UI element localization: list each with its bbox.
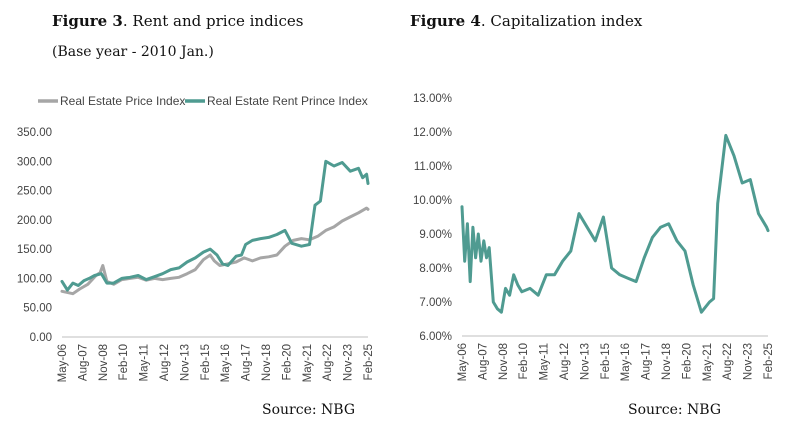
chart3-y-tick-label: 150.00 [17, 244, 52, 256]
figure-4-title: Figure 4. Capitalization index [410, 12, 642, 30]
chart3-x-tick-label: Aug-17 [241, 344, 253, 381]
figure-4-title-text: . Capitalization index [480, 12, 643, 30]
chart3-y-tick-label: 0.00 [30, 332, 52, 344]
chart4-x-tick-label: May-21 [702, 343, 714, 381]
chart3-x-tick-label: Nov-23 [343, 344, 355, 381]
chart3-y-tick-label: 200.00 [17, 215, 52, 227]
chart3-x-tick-label: Feb-25 [363, 344, 375, 380]
chart3-y-tick-label: 50.00 [23, 303, 52, 315]
chart4-x-tick-label: Nov-18 [661, 343, 673, 380]
chart3-x-tick-label: May-16 [220, 344, 232, 382]
chart4-x-tick-label: Nov-23 [743, 343, 755, 380]
figure-4-number: Figure 4 [410, 12, 481, 30]
chart4-x-tick-label: Feb-20 [681, 343, 693, 379]
figure-3-subtitle: (Base year - 2010 Jan.) [52, 44, 214, 60]
chart4-y-tick-label: 13.00% [413, 93, 452, 105]
chart3-x-tick-label: May-21 [302, 344, 314, 382]
chart4-x-tick-label: Aug-22 [722, 343, 734, 380]
chart4-x-tick-label: May-06 [457, 343, 469, 381]
figure-3-title: Figure 3. Rent and price indices [52, 12, 303, 30]
chart4-x-tick-label: Aug-17 [641, 343, 653, 380]
chart3-x-tick-label: Feb-20 [281, 344, 293, 380]
chart4-x-tick-label: Feb-10 [518, 343, 530, 379]
chart3-y-tick-label: 100.00 [17, 273, 52, 285]
chart4-x-tick-label: Nov-08 [498, 343, 510, 380]
figure-3-source: Source: NBG [262, 402, 356, 418]
chart4-y-tick-label: 9.00% [419, 229, 452, 241]
chart4-y-tick-label: 6.00% [419, 331, 452, 343]
chart3-y-tick-label: 350.00 [17, 127, 52, 139]
chart4-x-tick-label: Nov-13 [579, 343, 591, 380]
figure-4-source: Source: NBG [628, 402, 722, 418]
chart3-x-tick-label: Nov-18 [261, 344, 273, 381]
chart4-x-tick-label: Aug-12 [559, 343, 571, 380]
chart3-x-tick-label: Nov-13 [179, 344, 191, 381]
chart3-x-tick-label: Nov-08 [98, 344, 110, 381]
figure-3-title-text: . Rent and price indices [122, 12, 304, 30]
series-line-real-estate-price-index [60, 206, 370, 296]
chart3-x-tick-label: Aug-07 [77, 344, 89, 381]
legend-label-real-estate-rent-prince-index: Real Estate Rent Prince Index [207, 94, 368, 108]
chart3-y-tick-label: 300.00 [17, 156, 52, 168]
chart3-x-tick-label: Feb-15 [200, 344, 212, 380]
chart3-x-tick-label: Feb-10 [118, 344, 130, 380]
chart3-x-tick-label: May-11 [139, 344, 151, 382]
chart3-x-tick-label: Aug-22 [322, 344, 334, 381]
chart3-x-tick-label: Aug-12 [159, 344, 171, 381]
chart3-y-tick-label: 250.00 [17, 186, 52, 198]
chart4-x-tick-label: Feb-15 [600, 343, 612, 379]
chart4-x-tick-label: May-11 [539, 343, 551, 381]
series-line-real-estate-rent-prince-index [60, 159, 370, 292]
series-line-capitalization [460, 133, 770, 314]
chart4-x-tick-label: Feb-25 [763, 343, 775, 379]
chart3-x-tick-label: May-06 [57, 344, 69, 382]
chart4-x-tick-label: Aug-07 [477, 343, 489, 380]
chart4-y-tick-label: 10.00% [413, 195, 452, 207]
chart4-y-tick-label: 7.00% [419, 297, 452, 309]
chart4-y-tick-label: 11.00% [414, 161, 452, 173]
chart4-y-tick-label: 12.00% [413, 127, 452, 139]
legend-label-real-estate-price-index: Real Estate Price Index [60, 94, 185, 108]
chart4-y-tick-label: 8.00% [419, 263, 452, 275]
figure-3-number: Figure 3 [52, 12, 123, 30]
chart4-x-tick-label: May-16 [620, 343, 632, 381]
